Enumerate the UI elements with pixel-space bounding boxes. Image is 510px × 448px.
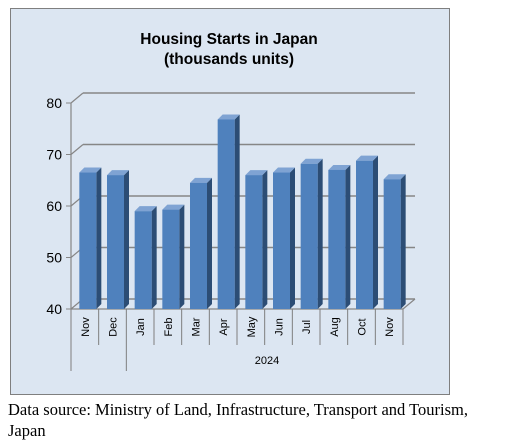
bar-front [79,172,97,309]
bar-front [134,211,152,309]
y-tick-label: 40 [46,301,62,317]
bar [190,177,212,309]
bar-side [124,170,129,309]
x-tick-label: Aug [329,317,341,337]
x-tick-label: Oct [357,318,369,335]
bar-front [300,163,318,309]
x-tick-label: Mar [191,317,203,336]
bar-front [190,182,207,309]
y-tick-label: 80 [46,95,62,111]
bars [79,114,406,309]
bar-front [162,209,180,309]
bar-side [373,155,378,309]
x-group-label: 2024 [255,355,279,367]
bar-side [234,114,240,309]
bar [245,170,268,309]
bar [356,155,378,309]
floor-edge [402,298,416,310]
x-tick-label: Jul [301,320,313,334]
x-tick-label: Nov [80,317,92,337]
bar-front [245,175,263,309]
bar [328,164,351,309]
bar-top [107,170,129,176]
x-tick-label: Apr [218,318,230,335]
chart-title: Housing Starts in Japan [140,31,317,48]
x-tick-label: Feb [163,318,175,337]
y-tick-label: 60 [46,198,62,214]
chart-subtitle: (thousands units) [164,51,294,68]
bar-top [273,167,295,173]
y-tick-label: 70 [46,147,62,163]
bar-front [217,119,235,309]
gridline-depth [70,92,84,104]
bar [383,174,406,309]
bar-top [383,174,406,180]
bar-top [217,114,240,120]
x-tick-label: Nov [384,317,396,337]
bar-front [356,160,373,309]
bar-top [328,164,351,170]
bar [162,204,185,309]
bar [300,158,323,309]
bar-chart: Housing Starts in Japan (thousands units… [46,31,416,371]
bar-side [317,158,323,309]
bar [217,114,240,309]
bar-front [328,169,346,309]
bar-top [79,167,102,173]
bar-top [245,170,268,176]
bar-side [290,167,295,309]
bar-side [400,174,406,309]
bar-front [107,175,124,309]
bar-side [151,206,157,309]
bar-top [134,206,157,212]
x-tick-label: Dec [108,317,120,337]
gridline-depth [70,144,84,155]
bar-front [273,172,290,309]
bar-top [162,204,185,210]
x-tick-label: Jun [274,318,286,336]
x-axis: Nov Dec Jan Feb Mar Apr May Jun Jul Aug Oct Nov [70,309,404,371]
y-tick-label: 50 [46,250,62,266]
bar-front [383,179,401,309]
chart-frame: Housing Starts in Japan (thousands units… [10,8,450,395]
bar-side [207,177,212,309]
bar-side [345,164,351,309]
bar-top [190,177,212,183]
y-axis: 40 50 60 70 80 [46,95,71,317]
bar [273,167,295,309]
bar-top [356,155,378,161]
bar [79,167,102,309]
x-tick-label: Jan [135,318,147,336]
bar-side [262,170,268,309]
bar [107,170,129,309]
x-tick-label: May [246,316,258,337]
data-source-note: Data source: Ministry of Land, Infrastru… [8,400,468,440]
bar-top [300,158,323,164]
bar [134,206,157,309]
bar-side [96,167,102,309]
bar-side [179,204,185,309]
